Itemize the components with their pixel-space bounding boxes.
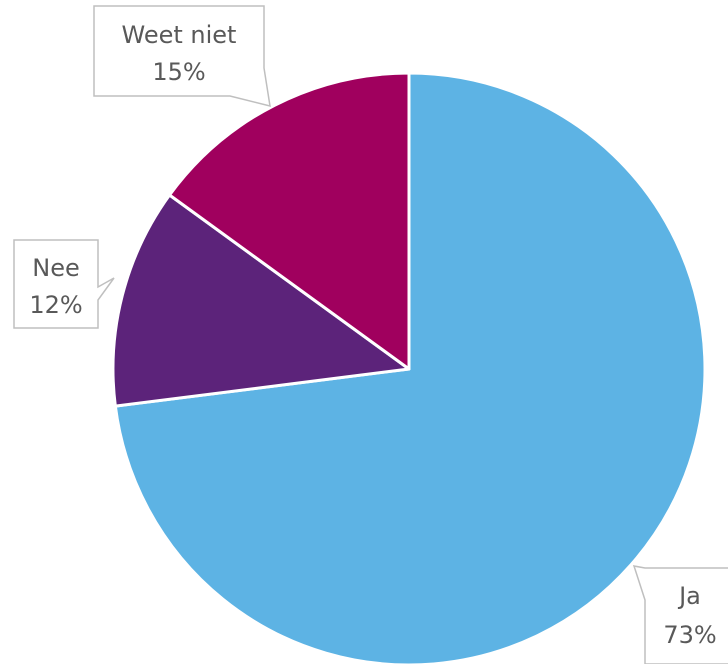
pie-slice-nee [111, 193, 411, 408]
callout-box-nee [13, 239, 115, 329]
slice-value-weet-niet: 15% [152, 58, 205, 86]
slice-label-ja: Ja [677, 582, 701, 610]
callout-box-weet-niet [93, 5, 271, 108]
pie-slice-weetniet [168, 71, 411, 371]
data-label-nee: Nee 12% [13, 239, 115, 329]
callout-box-ja [632, 565, 728, 664]
slice-label-weet-niet: Weet niet [122, 21, 237, 49]
pie-slices [111, 71, 707, 664]
slice-value-ja: 73% [663, 621, 716, 649]
slice-label-nee: Nee [32, 254, 79, 282]
data-label-ja: Ja 73% [632, 565, 728, 664]
data-labels: Weet niet 15% Nee 12% Ja 73% [13, 5, 728, 664]
data-label-weet-niet: Weet niet 15% [93, 5, 271, 108]
slice-value-nee: 12% [29, 291, 82, 319]
